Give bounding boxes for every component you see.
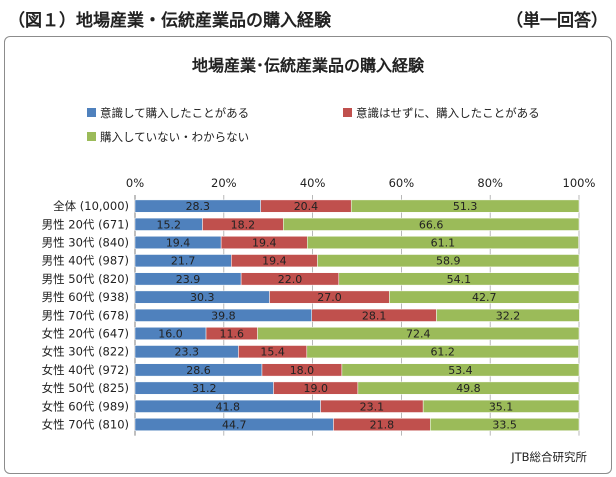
data-label: 21.8	[370, 419, 395, 432]
category-label: 男性 30代 (840)	[42, 236, 129, 250]
data-label: 28.3	[186, 200, 211, 213]
data-label: 19.4	[166, 237, 191, 250]
bar-segment	[436, 308, 580, 322]
data-label: 31.2	[192, 382, 217, 395]
chart-container: 地場産業･伝統産業品の購入経験意識して購入したことがある 意識はせずに、購入したこ…	[4, 36, 612, 474]
data-label: 58.9	[436, 255, 461, 268]
bar-segment	[306, 345, 579, 359]
data-label: 41.8	[216, 400, 241, 413]
data-label: 19.4	[252, 237, 277, 250]
data-label: 23.1	[360, 400, 385, 413]
data-label: 61.2	[430, 346, 455, 359]
legend-label: 意識はせずに、購入したことがある	[356, 106, 540, 120]
data-label: 11.6	[220, 328, 245, 341]
data-label: 19.0	[303, 382, 328, 395]
data-label: 42.7	[472, 291, 497, 304]
data-label: 53.4	[448, 364, 473, 377]
data-label: 15.4	[260, 346, 285, 359]
data-label: 15.2	[156, 218, 181, 231]
data-label: 18.0	[290, 364, 315, 377]
data-label: 16.0	[158, 328, 183, 341]
category-label: 全体 (10,000)	[53, 199, 129, 213]
category-label: 男性 50代 (820)	[42, 272, 129, 286]
bar-segment	[257, 327, 580, 340]
data-label: 49.8	[456, 382, 481, 395]
category-label: 女性 40代 (972)	[42, 363, 129, 377]
category-label: 男性 60代 (938)	[42, 290, 129, 304]
data-label: 23.9	[176, 273, 201, 286]
legend-swatch	[343, 108, 352, 117]
data-label: 28.1	[362, 309, 387, 322]
category-label: 女性 30代 (822)	[42, 345, 129, 359]
data-label: 32.2	[496, 309, 521, 322]
x-tick-label: 80%	[477, 176, 503, 190]
data-label: 22.0	[278, 273, 303, 286]
data-label: 72.4	[406, 328, 431, 341]
data-label: 39.8	[211, 309, 236, 322]
category-label: 女性 50代 (825)	[42, 381, 129, 395]
bar-segment	[422, 399, 580, 413]
bar-segment	[338, 272, 580, 286]
data-label: 44.7	[222, 419, 247, 432]
bar-segment	[430, 418, 580, 431]
bar-segment	[307, 236, 579, 249]
data-label: 28.6	[186, 364, 211, 377]
data-label: 27.0	[317, 291, 342, 304]
bar-segment	[341, 363, 580, 377]
x-tick-label: 40%	[300, 176, 326, 190]
data-label: 20.4	[294, 200, 319, 213]
data-label: 51.3	[453, 200, 478, 213]
data-label: 18.2	[231, 218, 256, 231]
data-label: 35.1	[489, 400, 514, 413]
category-label: 男性 40代 (987)	[42, 254, 129, 268]
data-label: 19.4	[262, 255, 287, 268]
x-tick-label: 100%	[563, 176, 596, 190]
legend-label: 意識して購入したことがある	[100, 106, 249, 120]
data-label: 30.3	[190, 291, 215, 304]
category-label: 男性 70代 (678)	[42, 308, 129, 322]
figure-title: （図１）地場産業・伝統産業品の購入経験	[8, 11, 331, 31]
bar-segment	[350, 199, 580, 213]
legend-swatch	[87, 108, 96, 117]
source-credit: JTB総合研究所	[510, 450, 587, 464]
category-label: 男性 20代 (671)	[42, 217, 129, 231]
x-tick-label: 60%	[389, 176, 415, 190]
chart-title: 地場産業･伝統産業品の購入経験	[192, 56, 425, 75]
answer-type-note: （単一回答）	[506, 11, 608, 31]
legend-label: 購入していない・わからない	[100, 130, 249, 144]
legend-swatch	[87, 132, 96, 141]
bar-segment	[389, 290, 580, 304]
data-label: 21.7	[171, 255, 196, 268]
bar-segment	[357, 381, 580, 395]
category-label: 女性 60代 (989)	[42, 399, 129, 413]
data-label: 33.5	[492, 419, 517, 432]
data-label: 23.3	[174, 346, 199, 359]
x-tick-label: 20%	[211, 176, 237, 190]
bar-segment	[317, 254, 580, 268]
data-label: 66.6	[419, 218, 444, 231]
category-label: 女性 20代 (647)	[42, 327, 129, 341]
data-label: 54.1	[447, 273, 472, 286]
x-tick-label: 0%	[126, 176, 144, 190]
bar-segment	[283, 217, 580, 231]
category-label: 女性 70代 (810)	[42, 418, 129, 432]
data-label: 61.1	[431, 237, 456, 250]
